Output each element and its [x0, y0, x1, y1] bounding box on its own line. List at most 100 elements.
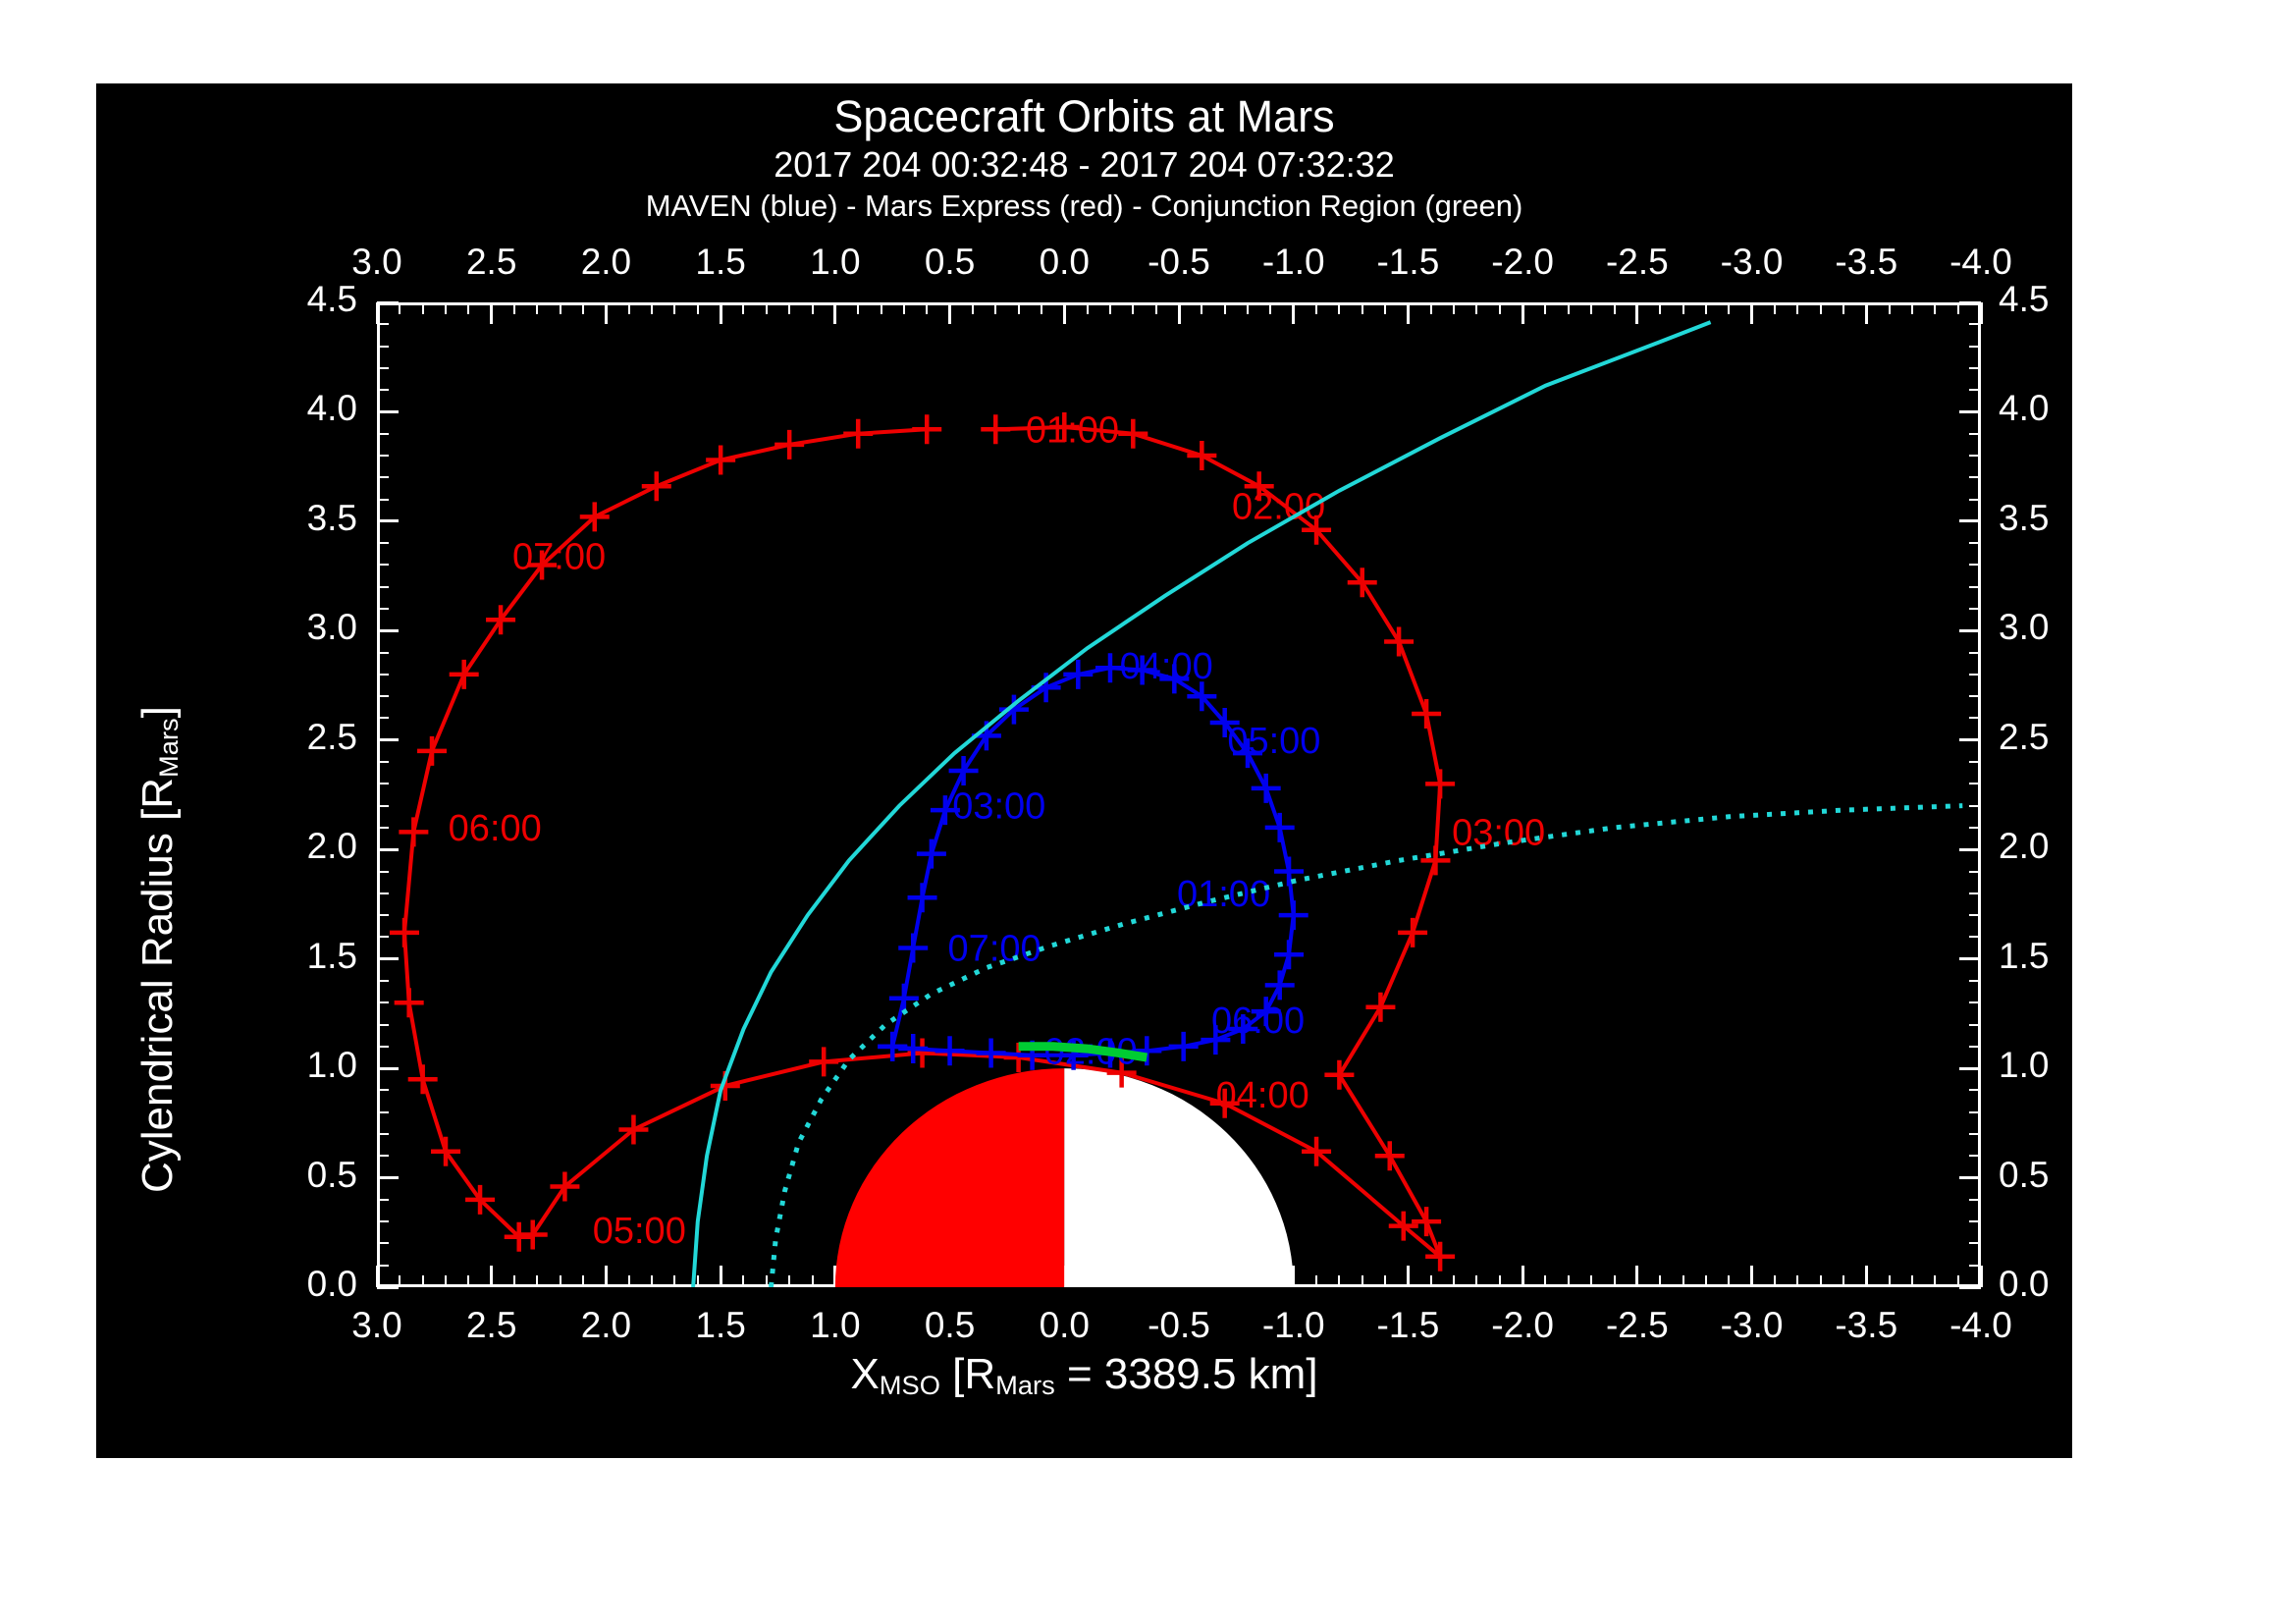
orbit-marker [1324, 1059, 1355, 1090]
x-tick-label-top-11: -2.5 [1605, 242, 1669, 282]
x-tick-label-top-14: -4.0 [1949, 242, 2012, 282]
time-label-mars-express-4: 05:00 [593, 1211, 686, 1252]
orbit-marker [809, 1047, 839, 1077]
orbit-marker [1374, 1141, 1405, 1171]
axis-tick [377, 1089, 389, 1092]
axis-tick [627, 302, 630, 314]
axis-tick [1959, 847, 1981, 851]
axis-tick [1969, 936, 1981, 939]
y-tick-label-left-3: 3.0 [306, 607, 357, 648]
axis-tick [377, 432, 389, 435]
orbit-marker [550, 1171, 580, 1202]
axis-tick [1969, 1242, 1981, 1245]
y-tick-label-right-0: 4.5 [1999, 279, 2050, 319]
series-conjunction-region [1018, 1042, 1148, 1062]
plot-canvas: Spacecraft Orbits at Mars 2017 204 00:32… [96, 83, 2072, 1458]
time-label-mars-express-2: 03:00 [1452, 812, 1545, 853]
x-tick-label-bottom-2: 2.0 [580, 1305, 632, 1345]
axis-tick [1361, 1275, 1363, 1287]
y-tick-label-left-4: 2.5 [306, 716, 357, 757]
orbit-marker [948, 755, 979, 785]
axis-tick [1969, 542, 1981, 545]
time-label-mars-express-6: 07:00 [512, 537, 606, 578]
axis-tick [1544, 1275, 1547, 1287]
time-label-mars-express-3: 04:00 [1216, 1075, 1309, 1116]
axis-tick [1969, 979, 1981, 982]
axis-tick [377, 628, 399, 632]
orbit-marker [998, 694, 1029, 725]
x-tick-label-top-13: -3.5 [1835, 242, 1898, 282]
axis-tick [467, 302, 470, 314]
legend-text: MAVEN (blue) - Mars Express (red) - Conj… [645, 189, 1523, 223]
axis-tick [399, 1275, 401, 1287]
axis-tick [1521, 1266, 1524, 1287]
axis-tick [1969, 1264, 1981, 1267]
axis-tick [605, 302, 608, 314]
axis-tick [1979, 302, 1983, 324]
axis-tick [1969, 1089, 1981, 1092]
axis-tick [1819, 1275, 1822, 1287]
axis-tick [1969, 345, 1981, 348]
axis-tick [377, 717, 389, 720]
y-tick-label-right-8: 0.5 [1999, 1154, 2050, 1195]
axis-tick [375, 1266, 379, 1287]
x-tick-label-bottom-8: -1.0 [1261, 1305, 1325, 1345]
y-axis-title: Cylendrical Radius [RMars] [133, 706, 185, 1193]
axis-tick [1590, 302, 1593, 314]
axis-tick [377, 498, 389, 501]
axis-tick [1969, 1198, 1981, 1201]
y-tick-label-right-5: 2.0 [1999, 826, 2050, 867]
orbit-marker [1127, 655, 1157, 685]
axis-tick [377, 455, 389, 458]
axis-tick [1910, 1275, 1913, 1287]
axis-tick [1969, 914, 1981, 917]
orbit-marker [1347, 568, 1377, 598]
axis-tick [720, 1275, 722, 1287]
x-axis-title-end: = 3389.5 km] [1054, 1350, 1318, 1398]
orbit-marker [431, 1136, 461, 1166]
orbit-marker [774, 429, 805, 460]
axis-tick [1361, 302, 1363, 314]
y-tick-label-left-8: 0.5 [306, 1154, 357, 1195]
axis-tick [1959, 628, 1981, 632]
y-tick-label-right-3: 3.0 [1999, 607, 2050, 648]
orbit-marker [1049, 412, 1080, 443]
orbit-marker [1209, 1088, 1240, 1118]
x-tick-label-bottom-7: -0.5 [1148, 1305, 1210, 1345]
x-tick-label-bottom-0: 3.0 [351, 1305, 402, 1345]
axis-tick [811, 302, 814, 314]
axis-tick [1934, 302, 1937, 314]
axis-tick [1613, 1275, 1616, 1287]
axis-tick [377, 1264, 389, 1267]
axis-tick [1979, 1266, 1983, 1287]
axis-tick [627, 1275, 630, 1287]
orbit-marker [1278, 900, 1308, 931]
axis-tick [1384, 302, 1387, 314]
axis-tick [1969, 366, 1981, 369]
axis-tick [1292, 1266, 1296, 1287]
x-tick-label-top-10: -2.0 [1491, 242, 1555, 282]
orbit-marker [1228, 1013, 1258, 1044]
axis-tick [1959, 300, 1981, 304]
axis-tick [445, 302, 448, 314]
orbit-marker [641, 471, 671, 502]
axis-tick [1910, 302, 1913, 314]
x-tick-label-top-7: -0.5 [1148, 242, 1210, 282]
x-tick-label-bottom-14: -4.0 [1949, 1305, 2012, 1345]
orbit-marker [1244, 471, 1274, 502]
orbit-marker [1302, 514, 1332, 545]
axis-tick [1315, 1275, 1318, 1287]
axis-tick [1040, 302, 1042, 314]
axis-tick [742, 302, 745, 314]
time-label-maven-4: 05:00 [1227, 721, 1320, 762]
orbit-marker [976, 1038, 1006, 1068]
axis-tick [696, 1275, 699, 1287]
axis-tick [377, 1132, 389, 1135]
orbit-marker [399, 817, 429, 847]
series-line [691, 320, 1712, 1287]
orbit-marker [1095, 653, 1125, 683]
axis-tick [1969, 1001, 1981, 1004]
axis-tick [1498, 1275, 1501, 1287]
axis-tick [1956, 302, 1959, 314]
orbit-marker [981, 414, 1011, 445]
